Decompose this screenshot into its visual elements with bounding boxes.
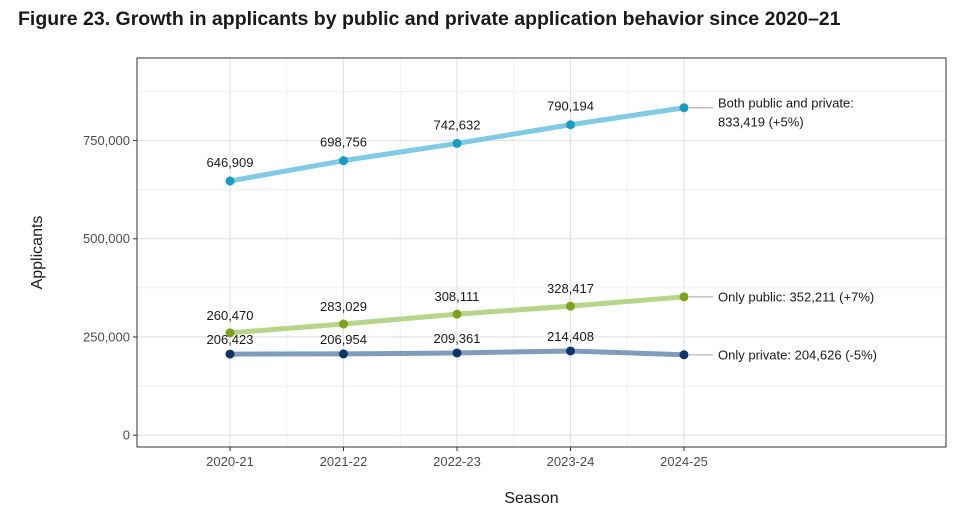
x-axis-title: Season bbox=[504, 490, 558, 507]
data-label: 206,423 bbox=[207, 332, 254, 347]
y-axis: 0 250,000 500,000 750,000 bbox=[83, 133, 137, 443]
y-tick-label: 250,000 bbox=[83, 329, 130, 344]
y-tick-label: 750,000 bbox=[83, 133, 130, 148]
x-tick-label: 2022-23 bbox=[433, 454, 481, 469]
data-label: 328,417 bbox=[547, 281, 594, 296]
data-point bbox=[225, 349, 235, 359]
data-label: 790,194 bbox=[547, 99, 594, 114]
data-point bbox=[452, 309, 462, 319]
chart-title: Figure 23. Growth in applicants by publi… bbox=[18, 8, 841, 30]
data-point bbox=[566, 301, 575, 311]
x-axis: 2020-21 2021-22 2022-23 2023-24 2024-25 bbox=[206, 447, 708, 469]
data-point bbox=[679, 350, 689, 360]
data-point bbox=[225, 176, 235, 186]
x-tick-label: 2024-25 bbox=[660, 454, 708, 469]
plot-panel bbox=[136, 57, 947, 448]
x-tick-label: 2023-24 bbox=[547, 454, 595, 469]
x-tick-label: 2021-22 bbox=[320, 454, 368, 469]
data-point bbox=[679, 292, 689, 302]
y-axis-title: Applicants bbox=[29, 216, 46, 290]
data-label: 698,756 bbox=[320, 135, 367, 150]
end-label: Both public and private: bbox=[718, 96, 854, 111]
grid bbox=[137, 58, 946, 447]
data-point bbox=[339, 349, 348, 359]
end-label: Only private: 204,626 (-5%) bbox=[718, 347, 877, 362]
data-point bbox=[339, 319, 348, 329]
end-label: 833,419 (+5%) bbox=[718, 115, 804, 130]
data-point bbox=[339, 156, 348, 166]
data-point bbox=[452, 138, 462, 148]
y-tick-label: 500,000 bbox=[83, 231, 130, 246]
data-label: 214,408 bbox=[547, 329, 594, 344]
data-label: 260,470 bbox=[207, 308, 254, 323]
x-tick-label: 2020-21 bbox=[206, 454, 254, 469]
data-label: 742,632 bbox=[434, 117, 481, 132]
series: 646,909 698,756 742,632 790,194 Both public … bbox=[207, 96, 877, 363]
end-label: Only public: 352,211 (+7%) bbox=[718, 289, 874, 304]
series-1: 646,909 698,756 742,632 790,194 Both public … bbox=[207, 96, 854, 186]
y-tick-label: 0 bbox=[123, 428, 130, 443]
data-point bbox=[566, 120, 575, 130]
data-point bbox=[566, 346, 575, 356]
data-point bbox=[225, 328, 235, 338]
data-point bbox=[679, 103, 689, 113]
data-label: 206,954 bbox=[320, 332, 367, 347]
data-label: 283,029 bbox=[320, 299, 367, 314]
data-label: 308,111 bbox=[434, 289, 479, 304]
data-point bbox=[452, 348, 462, 358]
data-label: 646,909 bbox=[207, 155, 254, 170]
series-3: 206,423 206,954 209,361 214,408 Only private… bbox=[207, 329, 877, 362]
series-2: 260,470 283,029 308,111 328,417 Only public:… bbox=[207, 281, 874, 338]
data-label: 209,361 bbox=[434, 331, 481, 346]
